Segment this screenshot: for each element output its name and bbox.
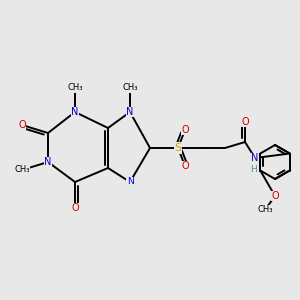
Text: O: O	[18, 120, 26, 130]
Text: N: N	[127, 178, 134, 187]
Text: CH₃: CH₃	[67, 83, 83, 92]
Text: O: O	[271, 191, 279, 201]
Text: CH₃: CH₃	[122, 83, 138, 92]
Text: O: O	[181, 125, 189, 135]
Text: N: N	[71, 107, 79, 117]
Text: CH₃: CH₃	[257, 206, 273, 214]
Text: H: H	[250, 165, 257, 174]
Text: N: N	[126, 107, 134, 117]
Text: N: N	[44, 157, 52, 167]
Text: S: S	[174, 143, 182, 153]
Text: CH₃: CH₃	[14, 166, 30, 175]
Text: O: O	[71, 203, 79, 213]
Text: N: N	[251, 153, 259, 163]
Text: O: O	[241, 117, 249, 127]
Text: O: O	[181, 161, 189, 171]
